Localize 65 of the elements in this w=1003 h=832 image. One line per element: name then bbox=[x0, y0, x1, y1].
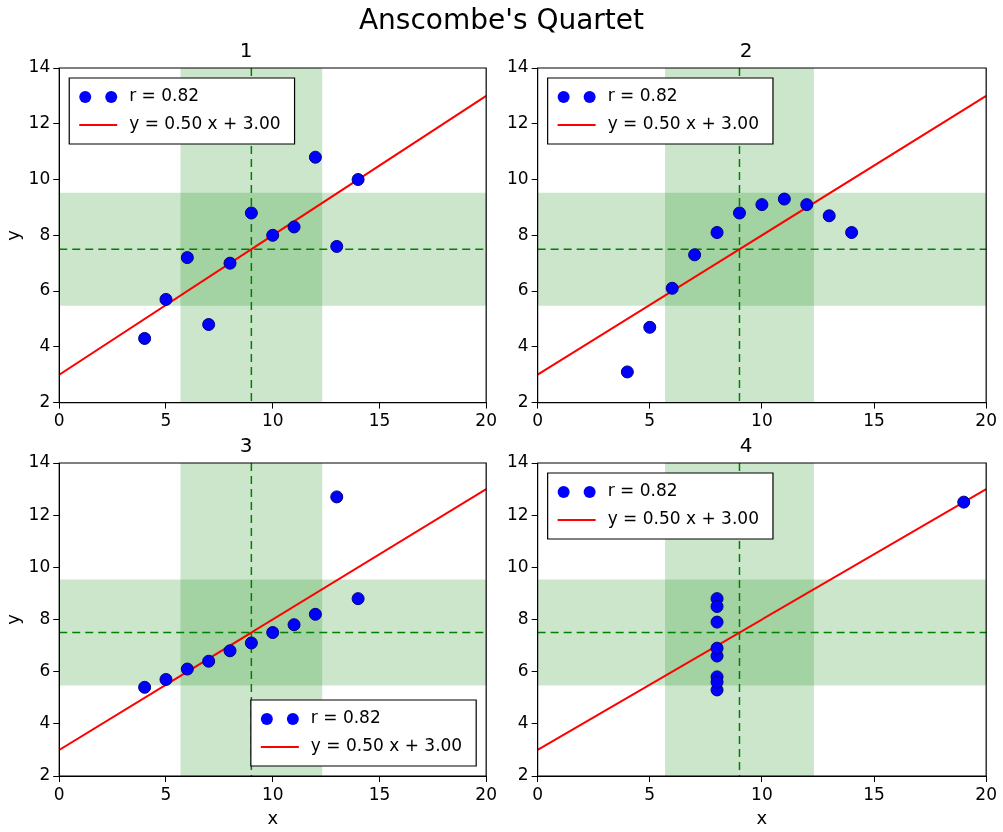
y-tick-label: 6 bbox=[39, 279, 51, 300]
y-tick-label: 12 bbox=[506, 503, 529, 524]
y-axis-title: y bbox=[2, 613, 24, 625]
y-tick-label: 10 bbox=[506, 555, 529, 576]
legend-label: r = 0.82 bbox=[607, 85, 678, 106]
x-tick-label: 20 bbox=[475, 783, 497, 804]
x-tick-label: 0 bbox=[532, 783, 544, 804]
y-tick-label: 14 bbox=[28, 451, 51, 472]
y-tick-label: 8 bbox=[39, 223, 51, 244]
x-axis-title: x bbox=[267, 806, 279, 828]
y-tick-label: 4 bbox=[517, 335, 529, 356]
y-axis-title: y bbox=[2, 229, 24, 241]
x-tick-label: 20 bbox=[975, 783, 997, 804]
x-tick-label: 5 bbox=[160, 783, 172, 804]
y-tick-label: 2 bbox=[517, 764, 529, 785]
y-tick-label: 6 bbox=[517, 660, 529, 681]
y-tick-label: 4 bbox=[517, 712, 529, 733]
y-tick-label: 4 bbox=[39, 712, 51, 733]
y-tick-label: 4 bbox=[39, 335, 51, 356]
x-tick-label: 10 bbox=[751, 410, 773, 431]
x-tick-label: 20 bbox=[475, 410, 497, 431]
y-tick-label: 10 bbox=[28, 167, 51, 188]
y-tick-label: 6 bbox=[39, 660, 51, 681]
y-tick-label: 2 bbox=[39, 391, 51, 412]
legend-label: y = 0.50 x + 3.00 bbox=[310, 735, 463, 756]
y-tick-label: 10 bbox=[506, 167, 529, 188]
x-tick-label: 0 bbox=[532, 410, 544, 431]
y-tick-label: 14 bbox=[506, 451, 529, 472]
y-tick-label: 14 bbox=[28, 56, 51, 77]
x-tick-label: 5 bbox=[644, 783, 656, 804]
x-axis-title: x bbox=[756, 806, 768, 828]
x-tick-label: 10 bbox=[751, 783, 773, 804]
legend-label: r = 0.82 bbox=[607, 480, 678, 501]
y-tick-label: 12 bbox=[28, 503, 51, 524]
y-tick-label: 8 bbox=[517, 607, 529, 628]
x-tick-label: 15 bbox=[368, 783, 391, 804]
legend-label: r = 0.82 bbox=[129, 85, 200, 106]
y-tick-label: 2 bbox=[39, 764, 51, 785]
x-tick-label: 10 bbox=[261, 783, 284, 804]
y-tick-label: 14 bbox=[506, 56, 529, 77]
y-tick-label: 8 bbox=[39, 607, 51, 628]
x-tick-label: 5 bbox=[160, 410, 172, 431]
chart-title: 3 bbox=[239, 433, 253, 458]
y-tick-label: 6 bbox=[517, 279, 529, 300]
y-tick-label: 10 bbox=[28, 555, 51, 576]
chart-title: 4 bbox=[739, 433, 753, 458]
text: Anscombe's Quartet bbox=[357, 2, 646, 38]
x-tick-label: 0 bbox=[53, 783, 65, 804]
chart-title: 1 bbox=[239, 38, 253, 63]
x-tick-label: 15 bbox=[368, 410, 391, 431]
legend-label: y = 0.50 x + 3.00 bbox=[129, 113, 281, 134]
y-tick-label: 12 bbox=[28, 112, 51, 133]
x-tick-label: 5 bbox=[644, 410, 656, 431]
legend-label: y = 0.50 x + 3.00 bbox=[607, 113, 759, 134]
x-tick-label: 10 bbox=[261, 410, 284, 431]
x-tick-label: 0 bbox=[53, 410, 65, 431]
legend-label: y = 0.50 x + 3.00 bbox=[607, 508, 759, 529]
legend-label: r = 0.82 bbox=[310, 707, 381, 728]
y-tick-label: 8 bbox=[517, 223, 529, 244]
x-tick-label: 15 bbox=[863, 410, 885, 431]
x-tick-label: 15 bbox=[863, 783, 885, 804]
y-tick-label: 12 bbox=[506, 112, 529, 133]
chart-title: 2 bbox=[739, 38, 753, 63]
y-tick-label: 2 bbox=[517, 391, 529, 412]
x-tick-label: 20 bbox=[975, 410, 997, 431]
